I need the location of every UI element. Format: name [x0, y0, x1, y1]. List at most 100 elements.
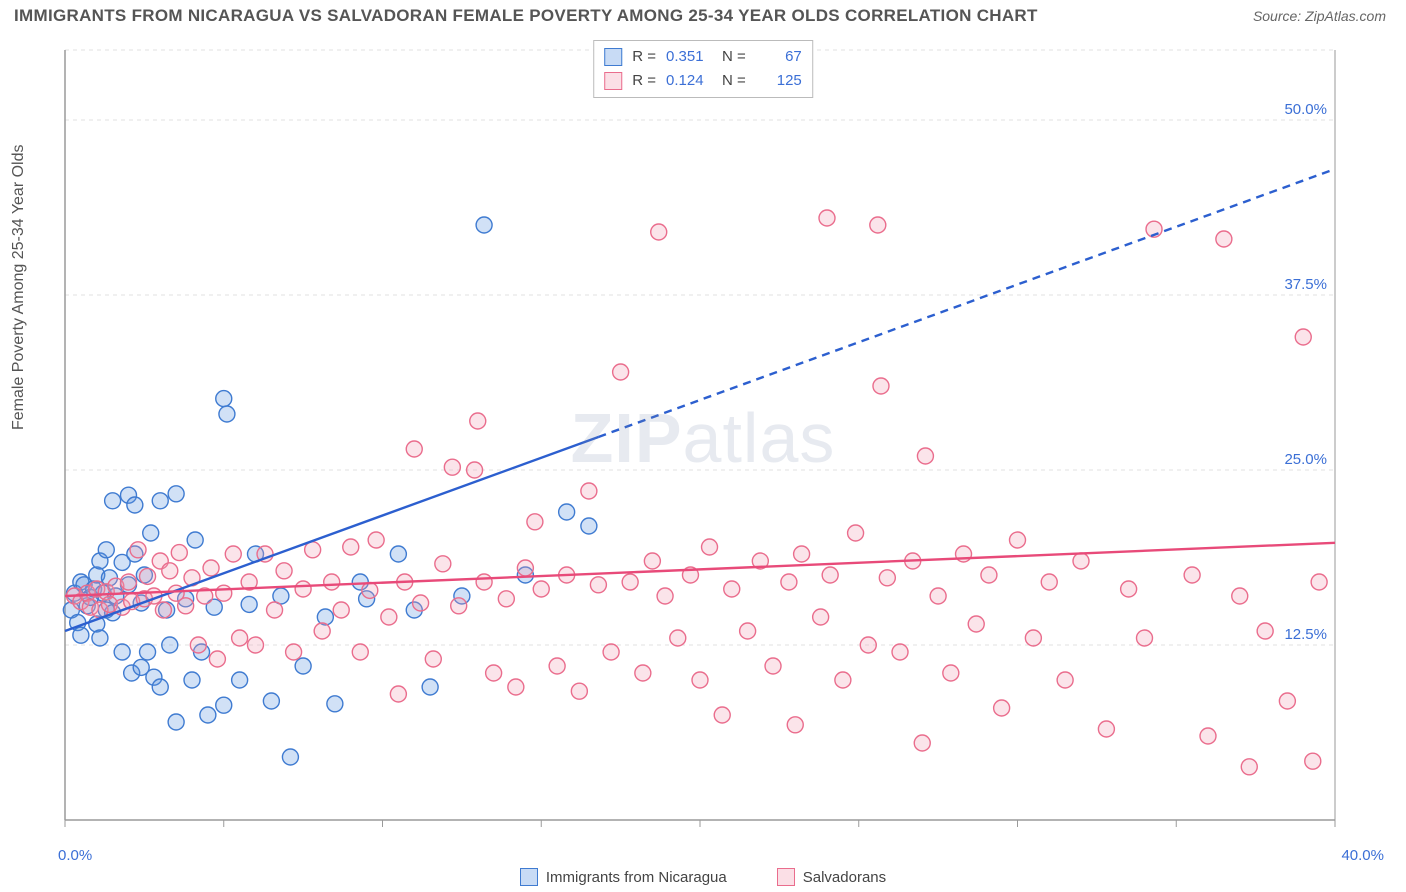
data-point-salvadoran — [1311, 574, 1327, 590]
data-point-salvadoran — [162, 563, 178, 579]
title-bar: IMMIGRANTS FROM NICARAGUA VS SALVADORAN … — [0, 0, 1406, 32]
data-point-salvadoran — [1279, 693, 1295, 709]
data-point-nicaragua — [476, 217, 492, 233]
data-point-salvadoran — [368, 532, 384, 548]
data-point-nicaragua — [327, 696, 343, 712]
data-point-salvadoran — [362, 582, 378, 598]
n-label: N = — [722, 45, 746, 69]
data-point-salvadoran — [225, 546, 241, 562]
data-point-salvadoran — [714, 707, 730, 723]
data-point-salvadoran — [1232, 588, 1248, 604]
swatch-icon — [520, 868, 538, 886]
data-point-salvadoran — [276, 563, 292, 579]
data-point-salvadoran — [517, 560, 533, 576]
data-point-nicaragua — [162, 637, 178, 653]
data-point-salvadoran — [603, 644, 619, 660]
data-point-nicaragua — [282, 749, 298, 765]
data-point-salvadoran — [352, 644, 368, 660]
data-point-salvadoran — [444, 459, 460, 475]
data-point-salvadoran — [1184, 567, 1200, 583]
data-point-salvadoran — [314, 623, 330, 639]
data-point-nicaragua — [317, 609, 333, 625]
data-point-salvadoran — [781, 574, 797, 590]
data-point-nicaragua — [216, 697, 232, 713]
data-point-salvadoran — [943, 665, 959, 681]
data-point-nicaragua — [219, 406, 235, 422]
data-point-nicaragua — [216, 391, 232, 407]
source-value: ZipAtlas.com — [1305, 8, 1386, 24]
stats-row-nicaragua: R =0.351N =67 — [604, 45, 802, 69]
swatch-icon — [604, 48, 622, 66]
r-label: R = — [632, 45, 656, 69]
data-point-nicaragua — [390, 546, 406, 562]
data-point-salvadoran — [822, 567, 838, 583]
data-point-salvadoran — [651, 224, 667, 240]
data-point-nicaragua — [127, 497, 143, 513]
data-point-salvadoran — [333, 602, 349, 618]
data-point-salvadoran — [413, 595, 429, 611]
data-point-nicaragua — [422, 679, 438, 695]
data-point-salvadoran — [121, 574, 137, 590]
data-point-nicaragua — [168, 486, 184, 502]
data-point-nicaragua — [295, 658, 311, 674]
data-point-salvadoran — [1121, 581, 1137, 597]
data-point-nicaragua — [98, 542, 114, 558]
data-point-salvadoran — [533, 581, 549, 597]
data-point-salvadoran — [1025, 630, 1041, 646]
data-point-salvadoran — [914, 735, 930, 751]
data-point-salvadoran — [870, 217, 886, 233]
data-point-nicaragua — [187, 532, 203, 548]
y-axis-label: Female Poverty Among 25-34 Year Olds — [10, 145, 28, 431]
data-point-salvadoran — [1041, 574, 1057, 590]
r-value: 0.124 — [666, 69, 712, 93]
data-point-nicaragua — [168, 714, 184, 730]
data-point-salvadoran — [232, 630, 248, 646]
data-point-salvadoran — [190, 637, 206, 653]
data-point-salvadoran — [670, 630, 686, 646]
swatch-icon — [777, 868, 795, 886]
r-label: R = — [632, 69, 656, 93]
legend-label: Salvadorans — [803, 869, 886, 886]
data-point-salvadoran — [1216, 231, 1232, 247]
data-point-salvadoran — [835, 672, 851, 688]
data-point-salvadoran — [1073, 553, 1089, 569]
data-point-salvadoran — [879, 570, 895, 586]
data-point-salvadoran — [613, 364, 629, 380]
data-point-nicaragua — [581, 518, 597, 534]
y-tick-label: 50.0% — [1284, 101, 1327, 118]
data-point-salvadoran — [486, 665, 502, 681]
stats-legend-box: R =0.351N =67R = 0.124 N = 125 — [593, 40, 813, 98]
data-point-salvadoran — [467, 462, 483, 478]
data-point-nicaragua — [232, 672, 248, 688]
data-point-salvadoran — [1295, 329, 1311, 345]
data-point-salvadoran — [295, 581, 311, 597]
data-point-salvadoran — [1241, 759, 1257, 775]
data-point-salvadoran — [1057, 672, 1073, 688]
data-point-salvadoran — [171, 545, 187, 561]
data-point-salvadoran — [1200, 728, 1216, 744]
data-point-salvadoran — [498, 591, 514, 607]
data-point-salvadoran — [644, 553, 660, 569]
data-point-salvadoran — [819, 210, 835, 226]
data-point-salvadoran — [248, 637, 264, 653]
data-point-nicaragua — [105, 493, 121, 509]
data-point-salvadoran — [381, 609, 397, 625]
data-point-salvadoran — [571, 683, 587, 699]
data-point-salvadoran — [178, 598, 194, 614]
chart-title: IMMIGRANTS FROM NICARAGUA VS SALVADORAN … — [14, 6, 1038, 26]
data-point-salvadoran — [390, 686, 406, 702]
data-point-salvadoran — [527, 514, 543, 530]
data-point-salvadoran — [343, 539, 359, 555]
data-point-salvadoran — [994, 700, 1010, 716]
data-point-salvadoran — [140, 568, 156, 584]
data-point-salvadoran — [130, 542, 146, 558]
data-point-salvadoran — [425, 651, 441, 667]
data-point-salvadoran — [286, 644, 302, 660]
n-value: 125 — [756, 69, 802, 93]
source-citation: Source: ZipAtlas.com — [1253, 8, 1386, 24]
data-point-salvadoran — [590, 577, 606, 593]
data-point-salvadoran — [968, 616, 984, 632]
data-point-salvadoran — [794, 546, 810, 562]
y-tick-label: 25.0% — [1284, 451, 1327, 468]
data-point-salvadoran — [765, 658, 781, 674]
